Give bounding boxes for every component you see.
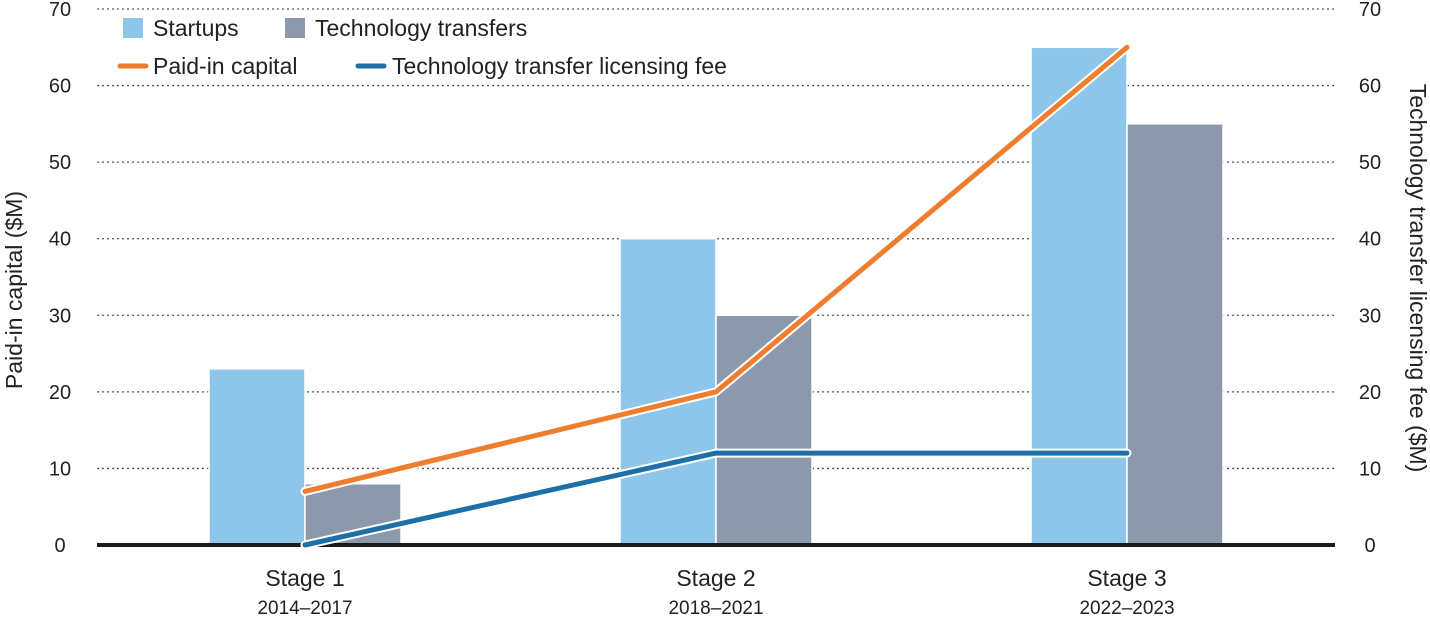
bar-startups bbox=[1030, 46, 1128, 546]
y-tick-label-left: 10 bbox=[49, 458, 71, 480]
line-paid-in-capital bbox=[302, 44, 1130, 494]
line-technology-transfer-licensing-fee bbox=[302, 450, 1130, 548]
y-axis-title-right: Technology transfer licensing fee ($M) bbox=[1405, 84, 1430, 473]
y-tick-label-right: 20 bbox=[1359, 382, 1381, 404]
y-axis-title-left: Paid-in capital ($M) bbox=[1, 191, 27, 389]
legend-label-licensing-fee: Technology transfer licensing fee bbox=[392, 53, 727, 79]
legend: Startups Technology transfers Paid-in ca… bbox=[117, 15, 727, 79]
legend-swatch-technology-transfers bbox=[285, 18, 305, 38]
y-tick-label-right: 10 bbox=[1359, 458, 1381, 480]
bar-technology-transfers bbox=[1126, 123, 1224, 546]
y-tick-label-right: 60 bbox=[1359, 76, 1381, 98]
y-tick-label-left: 70 bbox=[49, 0, 71, 21]
right-axis-ticks: 0 10 20 30 40 50 60 70 bbox=[1359, 0, 1381, 557]
x-category-label: Stage 1 bbox=[265, 565, 344, 591]
x-category-label: Stage 2 bbox=[676, 565, 755, 591]
y-tick-label-left: 50 bbox=[49, 152, 71, 174]
y-tick-label-right: 70 bbox=[1359, 0, 1381, 21]
legend-label-technology-transfers: Technology transfers bbox=[315, 15, 527, 41]
left-axis-ticks: 0 10 20 30 40 50 60 70 bbox=[49, 0, 71, 557]
x-category-sublabel: 2018–2021 bbox=[668, 598, 763, 619]
x-category-sublabel: 2022–2023 bbox=[1079, 598, 1174, 619]
y-tick-label-left: 20 bbox=[49, 382, 71, 404]
y-tick-label-left: 0 bbox=[54, 535, 65, 557]
y-tick-label-right: 30 bbox=[1359, 305, 1381, 327]
legend-label-startups: Startups bbox=[153, 15, 239, 41]
y-tick-label-left: 40 bbox=[49, 229, 71, 251]
legend-label-paid-in-capital: Paid-in capital bbox=[153, 53, 297, 79]
y-tick-label-right: 40 bbox=[1359, 229, 1381, 251]
category-labels: Stage 1 2014–2017 Stage 2 2018–2021 Stage 3 2… bbox=[257, 565, 1174, 619]
y-tick-label-right: 50 bbox=[1359, 152, 1381, 174]
y-tick-label-right: 0 bbox=[1364, 535, 1375, 557]
y-tick-label-left: 30 bbox=[49, 305, 71, 327]
x-category-sublabel: 2014–2017 bbox=[257, 598, 352, 619]
x-category-label: Stage 3 bbox=[1087, 565, 1166, 591]
lines bbox=[300, 42, 1132, 550]
legend-swatch-startups bbox=[123, 18, 143, 38]
y-tick-label-left: 60 bbox=[49, 76, 71, 98]
bars bbox=[208, 46, 1224, 546]
bar-startups bbox=[208, 368, 306, 546]
